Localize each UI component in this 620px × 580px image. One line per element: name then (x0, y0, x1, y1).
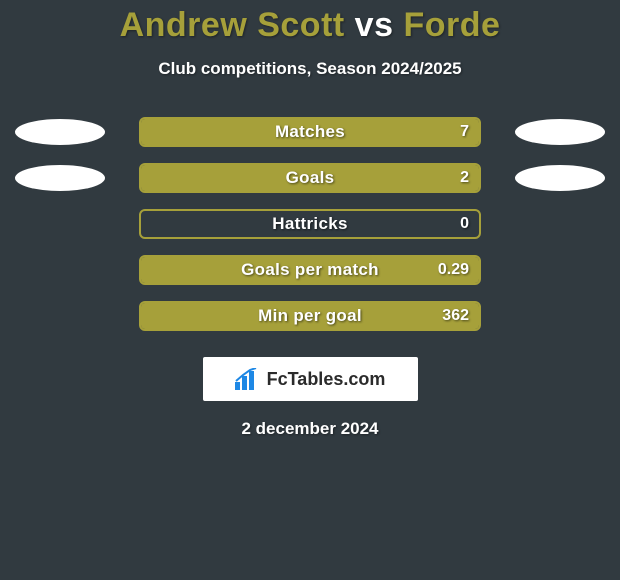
comparison-infographic: Andrew Scott vs Forde Club competitions,… (0, 0, 620, 580)
left-disc (15, 165, 105, 191)
player1-name: Andrew Scott (120, 6, 345, 44)
bars-icon (235, 368, 261, 390)
stat-row: Goals2 (0, 155, 620, 201)
subtitle: Club competitions, Season 2024/2025 (0, 59, 620, 79)
stat-row: Goals per match0.29 (0, 247, 620, 293)
stat-bar: Goals per match0.29 (139, 255, 481, 285)
stat-bar: Matches7 (139, 117, 481, 147)
logo-text: FcTables.com (267, 369, 386, 390)
stat-bar: Goals2 (139, 163, 481, 193)
stat-bar: Min per goal362 (139, 301, 481, 331)
stat-bar-fill (141, 165, 479, 191)
stat-row: Hattricks0 (0, 201, 620, 247)
vs-text: vs (355, 6, 394, 44)
stat-bar: Hattricks0 (139, 209, 481, 239)
right-disc (515, 119, 605, 145)
stats-container: Matches7 Goals2 Hattricks0 Goals per match0… (0, 109, 620, 339)
stat-label: Hattricks (141, 214, 479, 234)
date-text: 2 december 2024 (0, 419, 620, 439)
fctables-logo: FcTables.com (203, 357, 418, 401)
page-title: Andrew Scott vs Forde (0, 0, 620, 45)
stat-row: Min per goal362 (0, 293, 620, 339)
stat-value: 0 (460, 215, 469, 233)
player2-name: Forde (403, 6, 500, 44)
right-disc (515, 165, 605, 191)
left-disc (15, 119, 105, 145)
stat-bar-fill (141, 119, 479, 145)
stat-bar-fill (141, 303, 479, 329)
stat-bar-fill (141, 257, 479, 283)
stat-row: Matches7 (0, 109, 620, 155)
